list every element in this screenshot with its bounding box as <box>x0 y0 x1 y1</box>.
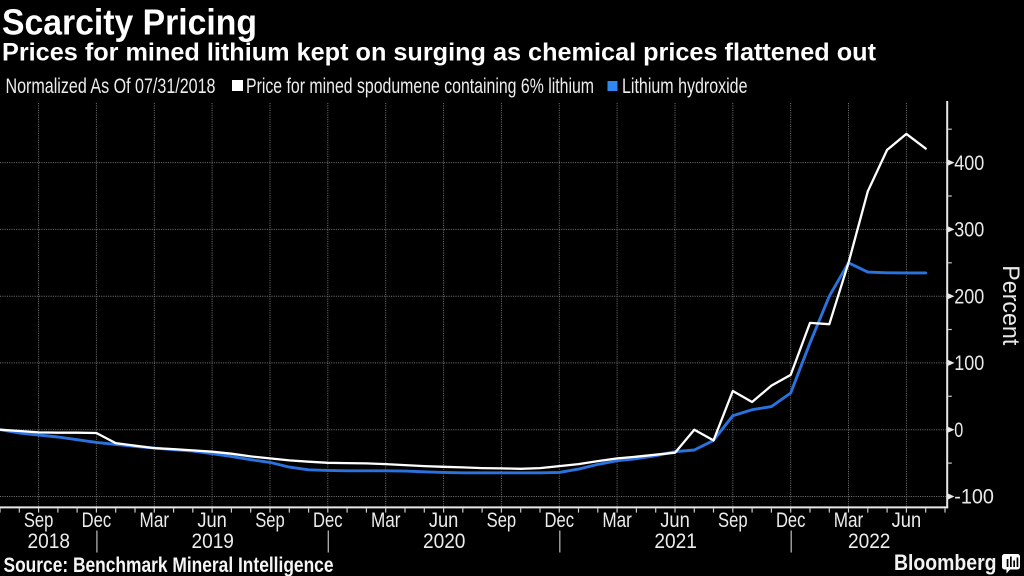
svg-text:2020: 2020 <box>423 530 466 553</box>
svg-text:200: 200 <box>954 285 984 308</box>
svg-text:Scarcity Pricing: Scarcity Pricing <box>2 1 257 42</box>
svg-text:2021: 2021 <box>654 530 697 553</box>
svg-text:Dec: Dec <box>313 509 343 532</box>
svg-text:Sep: Sep <box>255 509 285 532</box>
svg-text:Bloomberg: Bloomberg <box>894 550 997 575</box>
svg-text:Sep: Sep <box>718 509 748 532</box>
svg-text:0: 0 <box>954 419 963 442</box>
svg-text:Dec: Dec <box>82 509 112 532</box>
svg-text:-100: -100 <box>954 486 994 509</box>
svg-text:Jun: Jun <box>892 509 922 532</box>
svg-text:2019: 2019 <box>191 530 234 553</box>
svg-text:Prices for mined lithium kept: Prices for mined lithium kept on surging… <box>2 39 877 67</box>
svg-text:Sep: Sep <box>487 509 517 532</box>
svg-text:Mar: Mar <box>371 509 401 532</box>
svg-text:Dec: Dec <box>776 509 806 532</box>
svg-text:Jun: Jun <box>429 509 459 532</box>
svg-text:400: 400 <box>954 152 984 175</box>
svg-text:Lithium hydroxide: Lithium hydroxide <box>622 75 748 98</box>
svg-text:Percent: Percent <box>997 265 1024 345</box>
svg-text:300: 300 <box>954 219 984 242</box>
svg-text:2022: 2022 <box>848 530 891 553</box>
svg-text:Jun: Jun <box>660 509 690 532</box>
svg-text:Normalized As Of 07/31/2018: Normalized As Of 07/31/2018 <box>6 75 216 98</box>
svg-text:Source: Benchmark Mineral Inte: Source: Benchmark Mineral Intelligence <box>4 554 334 576</box>
svg-text:2018: 2018 <box>28 530 71 553</box>
svg-text:Mar: Mar <box>834 509 864 532</box>
svg-text:Sep: Sep <box>24 509 54 532</box>
svg-text:Mar: Mar <box>602 509 632 532</box>
svg-text:100: 100 <box>954 352 984 375</box>
svg-text:Mar: Mar <box>140 509 170 532</box>
svg-text:Jun: Jun <box>197 509 227 532</box>
svg-text:Dec: Dec <box>545 509 575 532</box>
svg-text:Price for mined spodumene cont: Price for mined spodumene containing 6% … <box>246 75 594 98</box>
